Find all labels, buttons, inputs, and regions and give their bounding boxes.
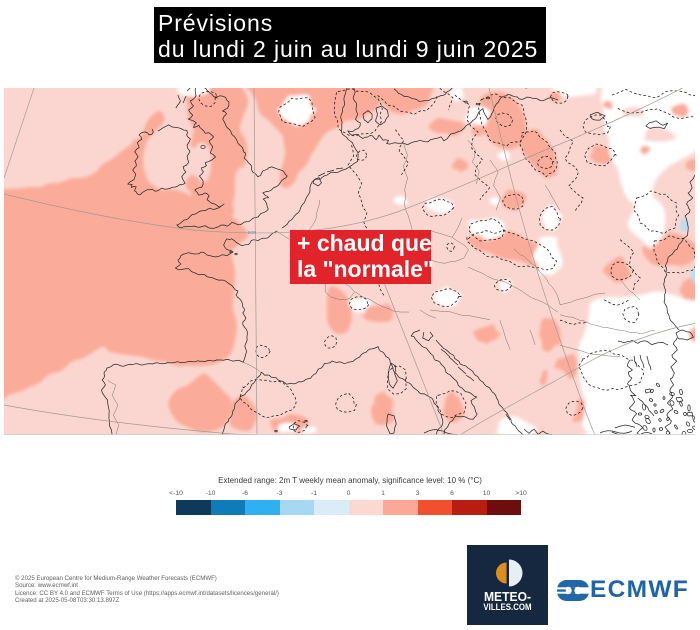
svg-text:50N: 50N <box>248 230 256 235</box>
